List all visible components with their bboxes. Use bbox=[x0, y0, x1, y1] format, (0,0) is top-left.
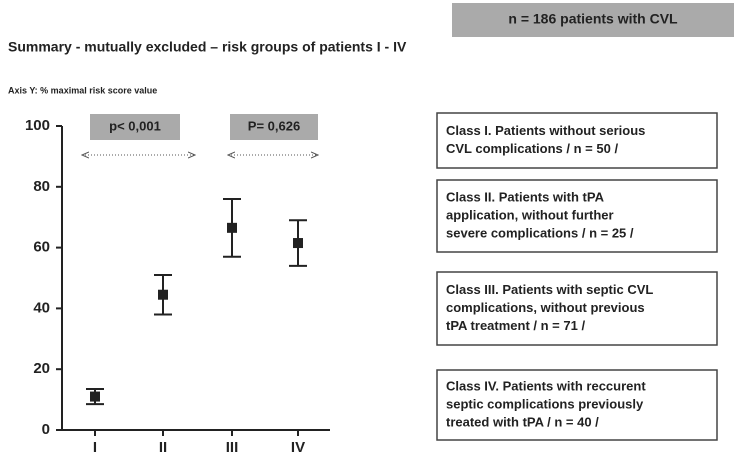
y-tick-label: 100 bbox=[25, 117, 50, 134]
class-text: Class I. Patients without serious bbox=[446, 123, 645, 138]
mean-marker bbox=[293, 238, 303, 249]
mean-marker bbox=[90, 391, 100, 402]
class-box bbox=[436, 179, 718, 253]
x-tick-label: I bbox=[93, 439, 97, 456]
y-tick-label: 0 bbox=[42, 421, 50, 438]
annotation-box bbox=[90, 114, 180, 140]
y-tick-label: 80 bbox=[33, 178, 50, 195]
class-box bbox=[436, 271, 718, 346]
badge: n = 186 patients with CVL bbox=[508, 11, 678, 27]
annotation: P= 0,626 bbox=[248, 118, 300, 133]
class-box bbox=[436, 369, 718, 441]
x-tick-label: II bbox=[159, 439, 167, 456]
class-text: Class II. Patients with tPA bbox=[446, 189, 605, 204]
title: Summary - mutually excluded – risk group… bbox=[8, 39, 407, 55]
y-tick-label: 40 bbox=[33, 299, 50, 316]
badge-box bbox=[452, 3, 734, 37]
class-text: treated with tPA / n = 40 / bbox=[446, 414, 599, 429]
class-text: complications, without previous bbox=[446, 300, 645, 315]
mean-marker bbox=[158, 289, 168, 300]
class-text: septic complications previously bbox=[446, 396, 644, 411]
class-text: Class IV. Patients with reccurent bbox=[446, 378, 646, 393]
class-box bbox=[436, 112, 718, 169]
class-text: CVL complications / n = 50 / bbox=[446, 141, 618, 156]
y-label: Axis Y: % maximal risk score value bbox=[8, 85, 157, 95]
y-tick-label: 60 bbox=[33, 239, 50, 256]
annotation: p< 0,001 bbox=[109, 118, 161, 133]
x-tick-label: III bbox=[226, 439, 239, 456]
y-tick-label: 20 bbox=[33, 360, 50, 377]
class-text: tPA treatment / n = 71 / bbox=[446, 318, 585, 333]
class-text: Class III. Patients with septic CVL bbox=[446, 282, 653, 297]
class-text: application, without further bbox=[446, 207, 614, 222]
x-tick-label: IV bbox=[291, 439, 305, 456]
annotation-box bbox=[230, 114, 318, 140]
mean-marker bbox=[227, 222, 237, 233]
class-text: severe complications / n = 25 / bbox=[446, 225, 634, 240]
